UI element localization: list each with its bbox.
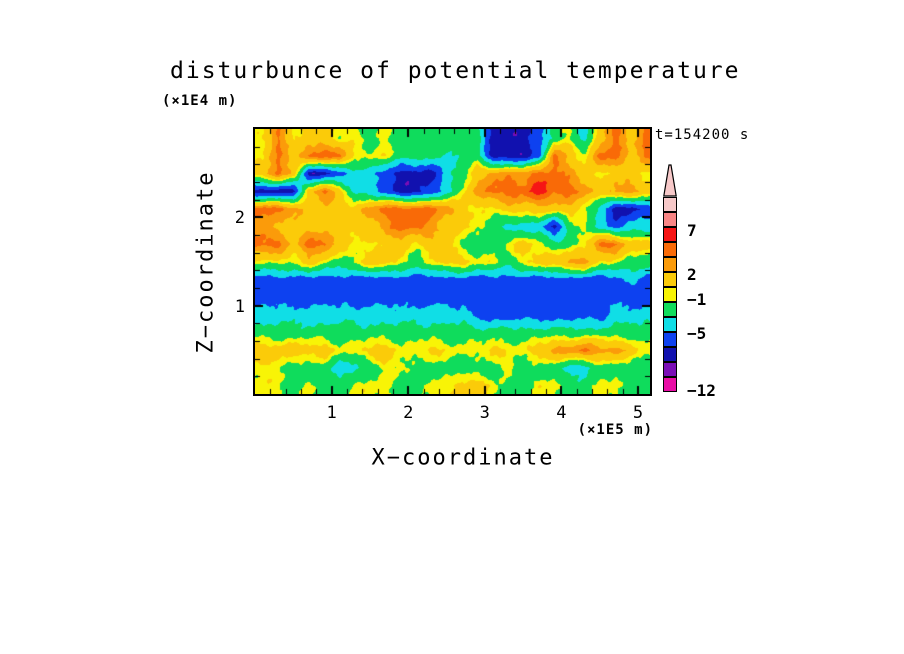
colorbar-arrow-icon xyxy=(663,164,677,197)
heatmap-canvas xyxy=(255,129,650,394)
colorbar-segment xyxy=(663,332,677,347)
x-tick-label: 4 xyxy=(556,403,567,423)
colorbar-segment xyxy=(663,287,677,302)
colorbar-segment xyxy=(663,362,677,377)
y-axis-unit-label: (×1E4 m) xyxy=(162,93,238,109)
x-tick-label: 2 xyxy=(403,403,414,423)
plot-area xyxy=(253,127,652,396)
colorbar-tick-label: 2 xyxy=(687,265,697,284)
colorbar xyxy=(663,197,677,392)
colorbar-tick-label: −5 xyxy=(687,324,707,343)
colorbar-segment xyxy=(663,257,677,272)
y-tick-label: 2 xyxy=(234,208,245,229)
colorbar-segment xyxy=(663,242,677,257)
colorbar-tick-label: −12 xyxy=(687,381,716,400)
colorbar-segment xyxy=(663,377,677,392)
colorbar-tick-label: 7 xyxy=(687,221,697,240)
colorbar-segment xyxy=(663,272,677,287)
x-axis-label: X−coordinate xyxy=(371,445,555,471)
x-tick-label: 1 xyxy=(326,403,337,423)
colorbar-segment xyxy=(663,347,677,362)
colorbar-segment xyxy=(663,317,677,332)
colorbar-segment xyxy=(663,227,677,242)
colorbar-segment xyxy=(663,302,677,317)
colorbar-tick-label: −1 xyxy=(687,290,707,309)
timestamp-label: t=154200 s xyxy=(655,127,750,143)
x-axis-unit-label: (×1E5 m) xyxy=(577,422,653,438)
y-tick-label: 1 xyxy=(234,296,245,317)
x-tick-label: 5 xyxy=(632,403,644,423)
y-axis-label: Z−coordinate xyxy=(193,170,219,354)
colorbar-segment xyxy=(663,212,677,227)
colorbar-segment xyxy=(663,197,677,212)
x-tick-label: 3 xyxy=(479,403,490,423)
chart-title: disturbunce of potential temperature xyxy=(170,58,741,84)
